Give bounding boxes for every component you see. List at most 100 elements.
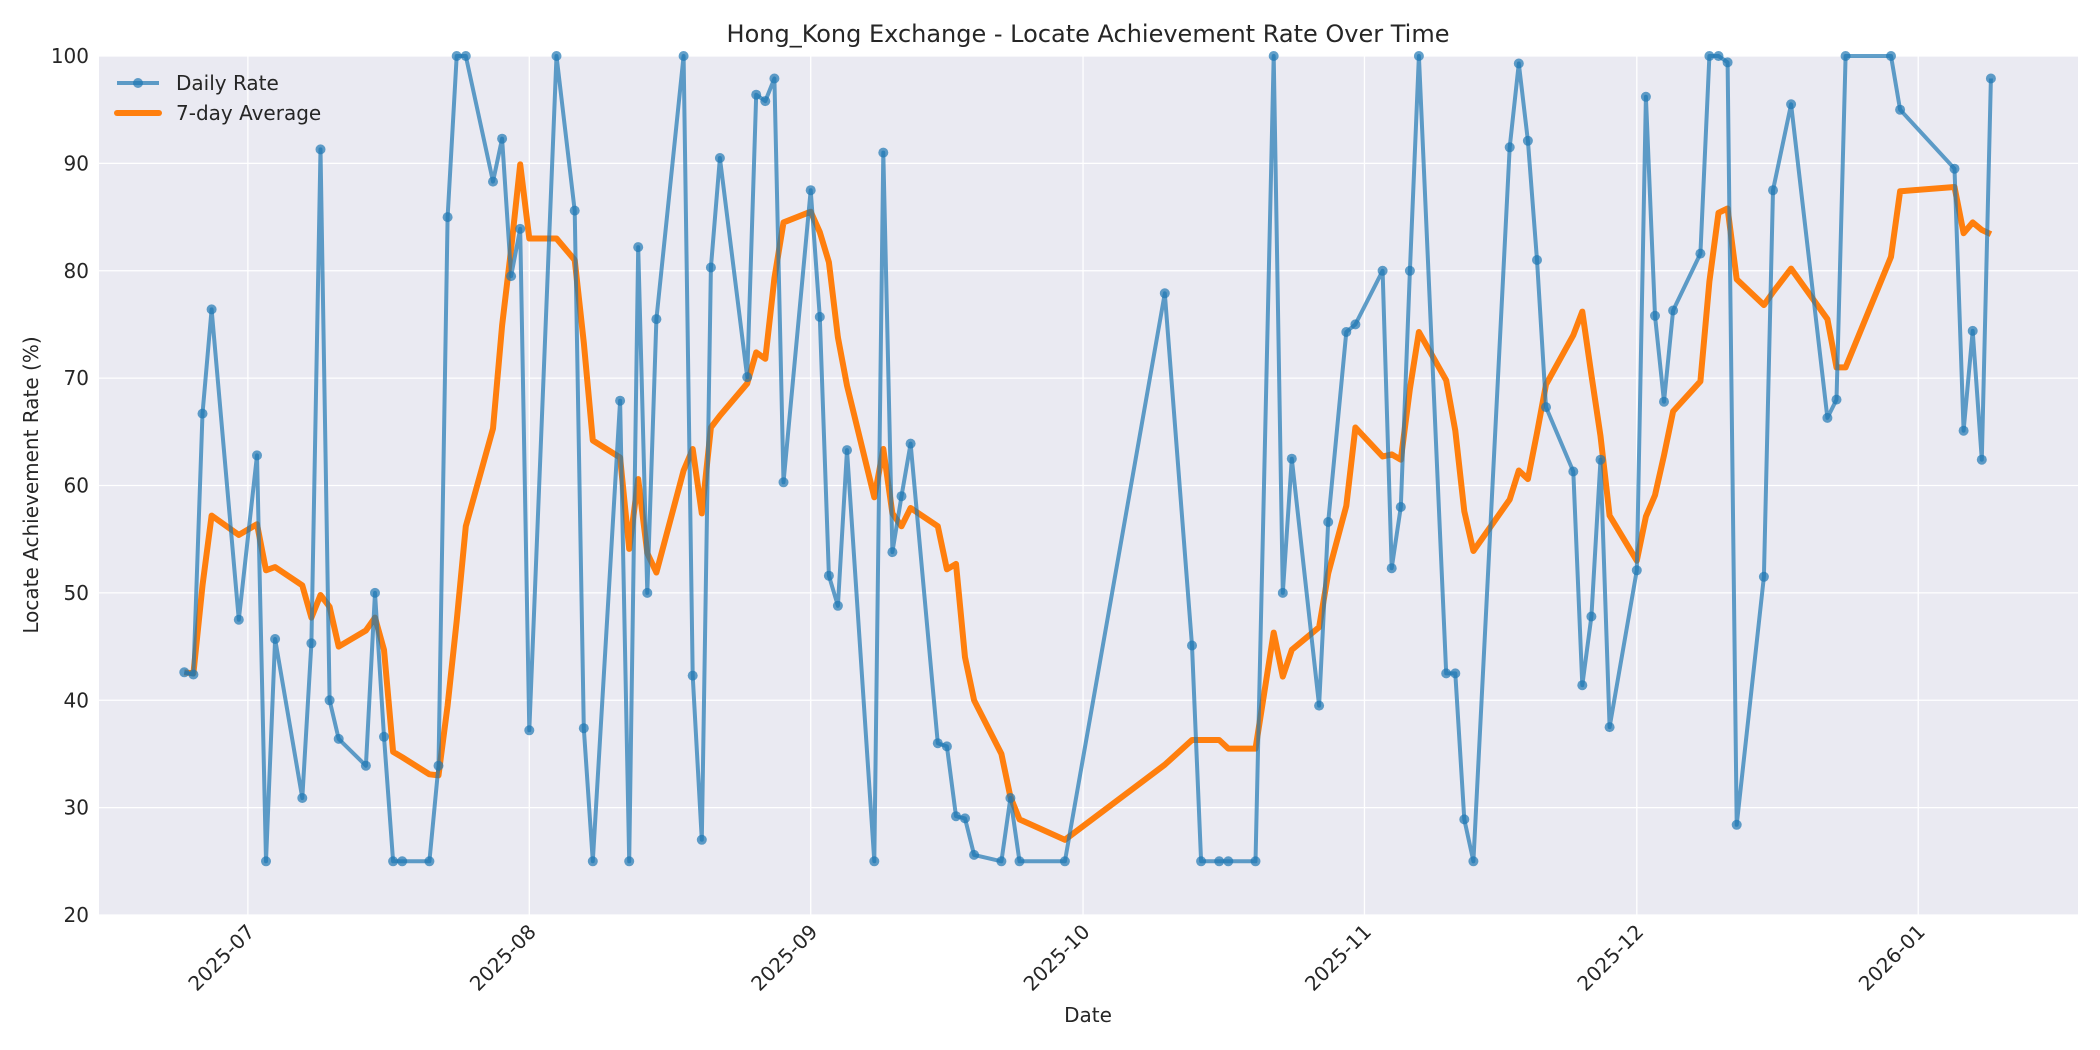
daily-point-marker xyxy=(379,731,389,742)
daily-point-marker xyxy=(1468,856,1479,867)
daily-point-marker xyxy=(1286,453,1297,464)
daily-point-marker xyxy=(188,669,199,680)
daily-point-marker xyxy=(1577,680,1588,691)
y-axis-label: Locate Achievement Rate (%) xyxy=(19,336,43,633)
daily-point-marker xyxy=(1159,288,1170,299)
daily-point-marker xyxy=(388,856,399,867)
daily-point-marker xyxy=(1314,700,1325,711)
daily-point-marker xyxy=(1650,310,1660,321)
daily-point-marker xyxy=(687,670,698,681)
daily-point-marker xyxy=(1532,255,1542,265)
daily-point-marker xyxy=(1595,454,1606,465)
daily-point-marker xyxy=(1895,104,1906,115)
daily-point-marker xyxy=(424,856,435,867)
daily-point-marker xyxy=(696,834,707,845)
daily-point-marker xyxy=(760,96,771,107)
daily-point-marker xyxy=(1704,51,1715,61)
daily-point-marker xyxy=(1722,57,1733,68)
daily-point-marker xyxy=(1350,319,1361,330)
daily-point-marker xyxy=(1886,51,1896,61)
daily-point-marker xyxy=(1758,571,1769,582)
daily-point-marker xyxy=(488,176,498,187)
daily-point-marker xyxy=(1768,185,1778,196)
daily-point-marker xyxy=(1659,396,1669,407)
daily-point-marker xyxy=(1187,640,1197,651)
daily-point-marker xyxy=(651,314,662,325)
daily-point-marker xyxy=(1976,454,1987,465)
y-tick-label: 20 xyxy=(64,903,89,927)
daily-point-marker xyxy=(1441,668,1452,679)
daily-point-marker xyxy=(587,856,598,867)
daily-point-marker xyxy=(506,271,517,282)
daily-point-marker xyxy=(1404,265,1415,276)
daily-point-marker xyxy=(460,51,471,61)
daily-point-marker xyxy=(678,51,689,61)
daily-point-marker xyxy=(905,438,916,449)
daily-point-marker xyxy=(996,856,1007,867)
daily-point-marker xyxy=(433,760,444,771)
daily-point-marker xyxy=(1504,142,1515,153)
daily-point-marker xyxy=(1541,402,1551,413)
daily-point-marker xyxy=(751,89,762,100)
daily-point-marker xyxy=(778,477,789,488)
y-tick-label: 30 xyxy=(64,796,89,820)
daily-point-marker xyxy=(324,695,335,706)
daily-point-marker xyxy=(1985,73,1996,84)
daily-point-marker xyxy=(1631,565,1642,576)
daily-point-marker xyxy=(896,491,907,502)
grid-lines xyxy=(99,55,2078,916)
daily-point-marker xyxy=(1958,425,1969,436)
y-tick-label: 80 xyxy=(64,259,89,283)
daily-point-marker xyxy=(1277,587,1288,598)
series-7-day-average xyxy=(183,161,1993,843)
daily-point-marker xyxy=(1786,99,1797,110)
daily-point-marker xyxy=(197,408,208,419)
daily-point-marker xyxy=(742,372,753,383)
daily-point-marker xyxy=(1250,856,1261,867)
daily-point-marker xyxy=(1831,394,1842,405)
daily-point-marker xyxy=(642,587,653,598)
legend-item-daily-rate: Daily Rate xyxy=(117,71,279,95)
daily-point-marker xyxy=(261,856,271,867)
daily-point-marker xyxy=(960,813,970,824)
daily-point-marker xyxy=(633,242,644,253)
daily-point-marker xyxy=(1522,135,1533,146)
daily-point-marker xyxy=(805,185,816,196)
y-tick-label: 60 xyxy=(64,474,89,498)
y-tick-label: 40 xyxy=(64,688,89,712)
daily-point-marker xyxy=(1695,248,1706,259)
daily-point-marker xyxy=(1323,517,1334,527)
daily-point-marker xyxy=(823,570,834,581)
daily-point-marker xyxy=(1014,856,1025,867)
daily-point-marker xyxy=(252,450,262,461)
y-tick-label: 100 xyxy=(51,44,89,68)
series-daily-rate xyxy=(179,51,1996,867)
daily-point-marker xyxy=(315,144,326,155)
daily-point-marker xyxy=(887,547,898,558)
daily-point-marker xyxy=(1604,722,1615,733)
legend-label-7-day-average: 7-day Average xyxy=(176,101,321,125)
daily-point-marker xyxy=(451,51,462,61)
daily-point-marker xyxy=(814,311,825,322)
y-axis-ticks: 20 30 40 50 60 70 80 90 100 xyxy=(51,44,89,927)
daily-point-marker xyxy=(969,849,980,860)
daily-point-marker xyxy=(941,741,952,752)
daily-point-marker xyxy=(1459,814,1470,825)
daily-point-marker xyxy=(1386,563,1397,574)
daily-point-marker xyxy=(1341,327,1352,337)
daily-point-marker xyxy=(615,395,626,406)
daily-point-marker xyxy=(578,723,589,734)
daily-point-marker xyxy=(233,614,244,625)
daily-point-marker xyxy=(333,733,344,744)
daily-point-marker xyxy=(551,51,562,61)
daily-point-marker xyxy=(297,793,308,803)
legend-marker-icon xyxy=(133,78,143,88)
daily-point-marker xyxy=(1450,668,1461,679)
daily-point-marker xyxy=(179,667,190,678)
daily-point-marker xyxy=(869,856,880,867)
daily-point-marker xyxy=(1223,856,1234,867)
legend: Daily Rate 7-day Average xyxy=(114,71,321,125)
daily-point-marker xyxy=(1967,325,1978,336)
daily-point-marker xyxy=(951,811,961,822)
